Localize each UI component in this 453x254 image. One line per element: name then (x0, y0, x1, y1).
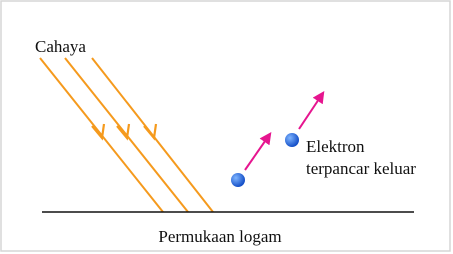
electron-label: Elektron (306, 137, 365, 156)
diagram: Cahaya Elektron terpancar keluar Permuka… (0, 0, 453, 254)
surface-label: Permukaan logam (158, 227, 281, 246)
light-label: Cahaya (35, 37, 86, 56)
electron (231, 173, 245, 187)
electron-label: terpancar keluar (306, 159, 416, 178)
electron (285, 133, 299, 147)
